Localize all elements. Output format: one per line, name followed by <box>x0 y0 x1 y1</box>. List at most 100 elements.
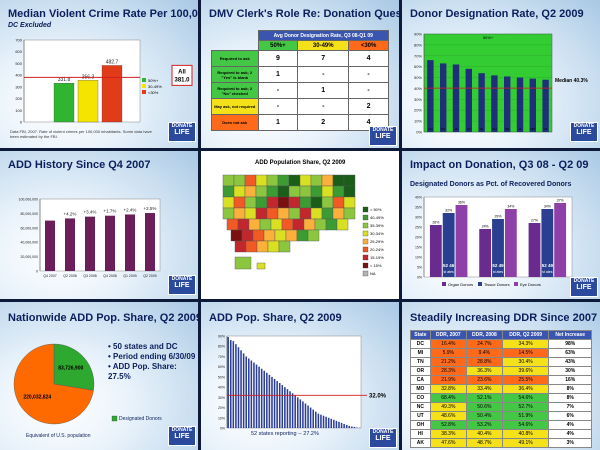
table-row: HI 38.3% 40.4% 40.8% 4% <box>410 429 592 439</box>
logo-line2: LIFE <box>375 435 391 442</box>
map-state <box>233 185 246 198</box>
y-tick-label: 30% <box>218 396 225 400</box>
table-cell: AK <box>410 438 431 448</box>
legend-label: Organ Donors <box>448 282 473 287</box>
map-state <box>244 185 257 198</box>
table-row: DC 16.4% 24.7% 34.3% 98% <box>410 339 592 349</box>
map-state <box>255 196 268 209</box>
legend-label: > 50% <box>370 207 382 212</box>
bar <box>250 360 253 428</box>
map-state <box>296 229 309 242</box>
plot-area <box>39 198 161 272</box>
bar <box>309 407 312 428</box>
y-tick-label: 20% <box>415 236 422 240</box>
map-state <box>343 174 356 187</box>
panel-impact: Impact on Donation, Q3 08 - Q2 09 Design… <box>402 151 600 299</box>
bar <box>478 73 485 132</box>
bar <box>266 372 268 428</box>
y-tick-label: 0% <box>417 276 422 280</box>
logo-line1: DONATE <box>372 127 394 133</box>
y-tick-label: 90% <box>218 335 225 339</box>
map-state <box>343 207 356 220</box>
growth-label: +3.4% <box>84 210 97 215</box>
y-tick-label: 20% <box>414 108 422 113</box>
reference-value: 381.0 <box>174 77 190 83</box>
bar <box>268 374 271 428</box>
bar <box>504 76 511 132</box>
map-state <box>233 174 246 187</box>
logo-line2: LIFE <box>576 129 592 136</box>
y-tick-label: 0 <box>20 120 23 125</box>
legend-label: <30% <box>148 90 159 95</box>
table-row: Required to ask; 2 "No" checked -1- <box>211 82 389 99</box>
table-cell: 49.3% <box>429 402 467 412</box>
reference-label: All <box>178 69 186 75</box>
bar <box>229 340 232 428</box>
bar-value-label: 482.7 <box>106 59 119 65</box>
y-tick-label: 90% <box>414 32 422 37</box>
y-tick-label: 200 <box>15 96 22 101</box>
table-cell: - <box>348 66 389 83</box>
y-tick-label: 70% <box>218 355 225 359</box>
growth-label: +2.5% <box>144 206 157 211</box>
y-tick-label: 70% <box>414 53 422 58</box>
ddr-table: State DDR, 2007 DDR, 2008 DDR, Q2 2009 Net I… <box>410 330 592 448</box>
map-state <box>237 218 250 231</box>
y-tick-label: 30% <box>414 97 422 102</box>
bar <box>554 203 567 277</box>
legend-swatch <box>442 282 446 286</box>
table-cell: UT <box>410 411 431 421</box>
map-state <box>325 218 338 231</box>
y-tick-label: 10% <box>218 416 225 420</box>
map-state <box>244 196 257 209</box>
table-cell: 48.7% <box>465 438 503 448</box>
legend-swatch <box>142 78 146 82</box>
legend-label: Eye Donors <box>520 282 541 287</box>
bar <box>304 403 307 428</box>
map-state <box>230 229 243 242</box>
logo-line1: DONATE <box>573 123 595 129</box>
table-cell: 54.6% <box>501 393 550 403</box>
table-cell: 7 <box>297 50 350 67</box>
map-state <box>234 256 252 270</box>
bar <box>315 411 317 428</box>
map-state <box>222 185 235 198</box>
panel-title: Donor Designation Rate, Q2 2009 <box>410 8 584 20</box>
y-tick-label: 50% <box>414 75 422 80</box>
logo-line2: LIFE <box>174 282 190 289</box>
table-row: OR 28.3% 36.3% 39.6% 30% <box>410 366 592 376</box>
y-tick-label: 80% <box>218 345 225 349</box>
panel-subtitle: DC Excluded <box>8 22 52 29</box>
count-label: 52 46 <box>443 263 455 268</box>
column-header: DDR, Q2 2009 <box>501 330 550 340</box>
bar <box>491 75 498 132</box>
bar <box>260 368 263 428</box>
pie-slice-label: 220,032,824 <box>23 394 51 400</box>
bar <box>125 214 135 271</box>
legend-swatch <box>362 238 369 245</box>
panel-title: ADD Population Share, Q2 2009 <box>255 160 346 166</box>
bar <box>235 344 237 428</box>
table-cell: 34.3% <box>501 339 550 349</box>
panel-map: ADD Population Share, Q2 2009 > 50% 40-49… <box>201 151 399 299</box>
table-cell: 2 <box>348 98 389 115</box>
map-state <box>255 185 268 198</box>
x-tick-label: AK <box>454 127 458 131</box>
logo-line2: LIFE <box>576 284 592 291</box>
column-header: 30-49% <box>297 40 350 51</box>
x-tick-label: OH <box>492 127 497 131</box>
map-state <box>277 207 290 220</box>
table-row: UT 48.6% 50.4% 51.9% 6% <box>410 411 592 421</box>
table-cell: 5.9% <box>429 348 467 358</box>
map-state <box>263 229 276 242</box>
y-tick-label: 5% <box>417 266 422 270</box>
y-tick-label: 700 <box>15 38 22 43</box>
logo-line2: LIFE <box>375 133 391 140</box>
map-state <box>332 185 345 198</box>
map-state <box>266 207 279 220</box>
map-state <box>226 218 239 231</box>
donate-life-logo: DONATE LIFE <box>570 122 598 142</box>
bar <box>289 391 291 428</box>
bar <box>85 216 95 271</box>
bar <box>101 65 123 123</box>
